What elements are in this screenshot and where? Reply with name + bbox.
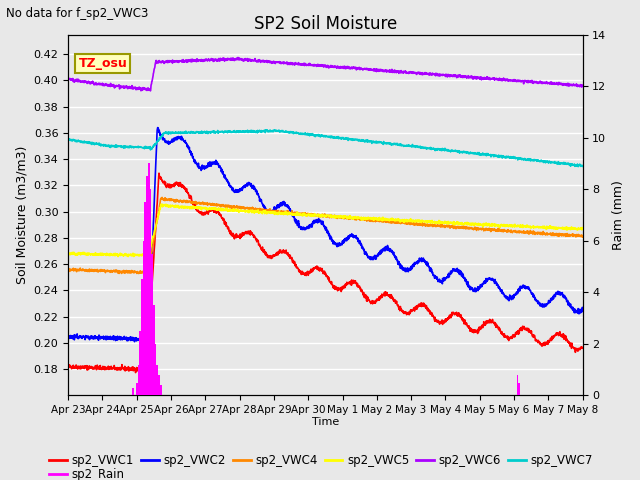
Y-axis label: Raim (mm): Raim (mm) — [612, 180, 625, 250]
Bar — [158, 375, 160, 396]
Legend: sp2_VWC1, sp2_VWC2, sp2_VWC4, sp2_VWC5, sp2_VWC6, sp2_VWC7: sp2_VWC1, sp2_VWC2, sp2_VWC4, sp2_VWC5, … — [44, 449, 598, 472]
Bar — [516, 375, 518, 396]
Bar — [160, 385, 162, 396]
Bar — [146, 176, 148, 396]
Legend: sp2_Rain: sp2_Rain — [44, 464, 129, 480]
Bar — [150, 189, 151, 396]
Bar — [136, 383, 138, 396]
Bar — [156, 364, 158, 396]
Text: No data for f_sp2_VWC3: No data for f_sp2_VWC3 — [6, 7, 148, 20]
Title: SP2 Soil Moisture: SP2 Soil Moisture — [253, 15, 397, 33]
Bar — [140, 331, 141, 396]
Bar — [153, 305, 155, 396]
Bar — [518, 383, 520, 396]
Bar — [132, 388, 134, 396]
Text: TZ_osu: TZ_osu — [79, 57, 127, 70]
Y-axis label: Soil Moisture (m3/m3): Soil Moisture (m3/m3) — [15, 146, 28, 284]
Bar — [145, 202, 146, 396]
X-axis label: Time: Time — [312, 417, 339, 427]
Bar — [148, 164, 150, 396]
Bar — [138, 364, 140, 396]
Bar — [141, 279, 143, 396]
Bar — [155, 344, 156, 396]
Bar — [143, 241, 145, 396]
Bar — [151, 254, 153, 396]
